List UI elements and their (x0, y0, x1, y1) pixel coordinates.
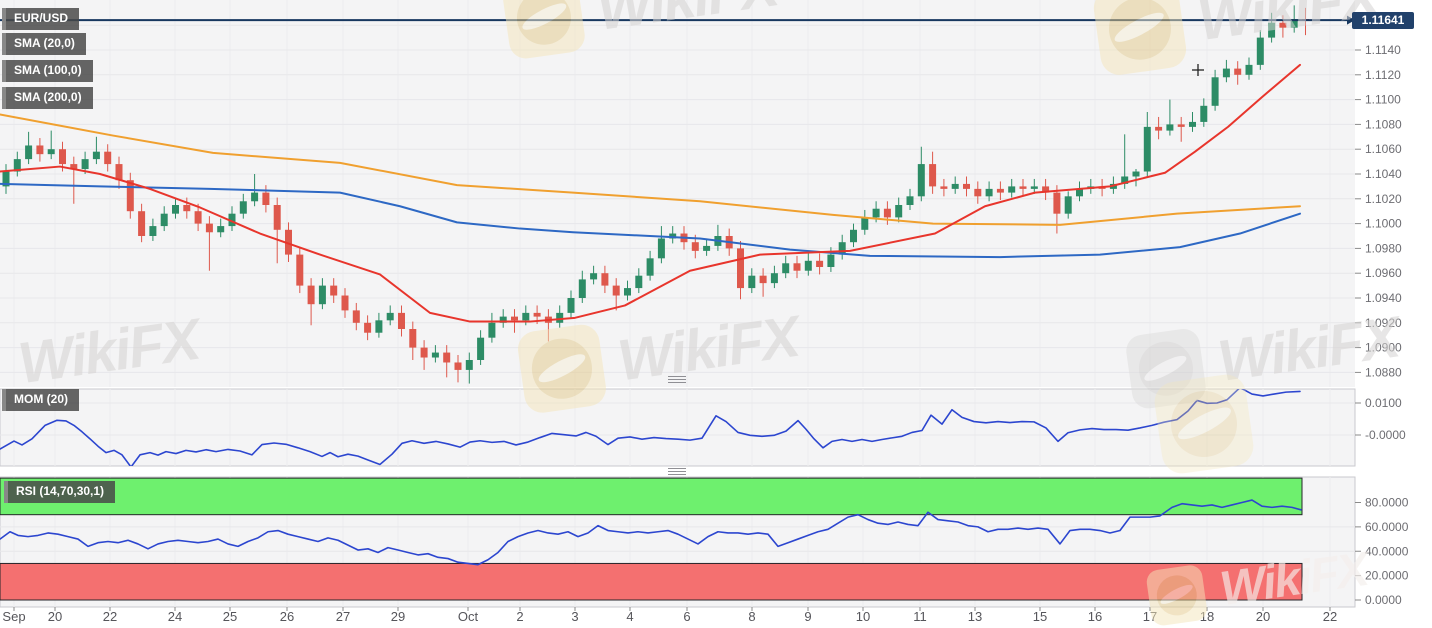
rsi-badge[interactable]: RSI (14,70,30,1) (4, 481, 116, 503)
svg-text:10: 10 (856, 609, 870, 624)
sma100-badge[interactable]: SMA (100,0) (2, 60, 93, 82)
svg-text:29: 29 (391, 609, 405, 624)
svg-text:22: 22 (103, 609, 117, 624)
svg-text:1.1060: 1.1060 (1365, 142, 1402, 156)
sma20-badge[interactable]: SMA (20,0) (2, 33, 86, 55)
svg-text:1.0880: 1.0880 (1365, 365, 1402, 379)
current-price-badge: 1.11641 (1352, 12, 1414, 29)
mom-badge[interactable]: MOM (20) (2, 389, 79, 411)
svg-text:1.1000: 1.1000 (1365, 217, 1402, 231)
mom-label: MOM (20) (14, 392, 68, 406)
svg-text:20: 20 (48, 609, 62, 624)
svg-text:27: 27 (336, 609, 350, 624)
svg-text:60.0000: 60.0000 (1365, 520, 1409, 534)
svg-text:20: 20 (1256, 609, 1270, 624)
svg-text:17: 17 (1143, 609, 1157, 624)
symbol-badge[interactable]: EUR/USD (2, 8, 80, 30)
svg-text:22: 22 (1323, 609, 1337, 624)
svg-text:Sep: Sep (2, 609, 25, 624)
svg-text:1.1020: 1.1020 (1365, 192, 1402, 206)
svg-text:80.0000: 80.0000 (1365, 496, 1409, 510)
svg-text:15: 15 (1033, 609, 1047, 624)
panel-resize-handle-mom[interactable] (668, 376, 686, 383)
svg-text:16: 16 (1088, 609, 1102, 624)
symbol-label: EUR/USD (14, 11, 69, 25)
svg-text:18: 18 (1200, 609, 1214, 624)
sma200-badge[interactable]: SMA (200,0) (2, 87, 93, 109)
svg-text:40.0000: 40.0000 (1365, 544, 1409, 558)
svg-text:11: 11 (913, 609, 927, 624)
svg-text:20.0000: 20.0000 (1365, 569, 1409, 583)
sma200-label: SMA (200,0) (14, 90, 82, 104)
svg-text:8: 8 (748, 609, 755, 624)
svg-text:9: 9 (804, 609, 811, 624)
svg-text:-0.0000: -0.0000 (1365, 428, 1406, 442)
svg-text:2: 2 (516, 609, 523, 624)
rsi-label: RSI (14,70,30,1) (16, 484, 105, 498)
svg-text:4: 4 (626, 609, 633, 624)
svg-text:6: 6 (683, 609, 690, 624)
sma20-label: SMA (20,0) (14, 36, 75, 50)
svg-text:1.1040: 1.1040 (1365, 167, 1402, 181)
svg-text:1.1120: 1.1120 (1365, 68, 1401, 82)
svg-text:1.0940: 1.0940 (1365, 291, 1402, 305)
svg-text:1.0980: 1.0980 (1365, 241, 1402, 255)
svg-text:13: 13 (968, 609, 982, 624)
svg-text:26: 26 (280, 609, 294, 624)
svg-text:0.0100: 0.0100 (1365, 396, 1402, 410)
panel-resize-handle-rsi[interactable] (668, 468, 686, 475)
svg-text:1.0960: 1.0960 (1365, 266, 1402, 280)
svg-text:1.0920: 1.0920 (1365, 316, 1402, 330)
svg-text:1.0900: 1.0900 (1365, 341, 1402, 355)
svg-text:0.0000: 0.0000 (1365, 593, 1402, 607)
svg-text:25: 25 (223, 609, 237, 624)
svg-text:3: 3 (571, 609, 578, 624)
svg-text:1.1080: 1.1080 (1365, 117, 1402, 131)
svg-text:Oct: Oct (458, 609, 479, 624)
svg-text:24: 24 (168, 609, 182, 624)
svg-text:1.1140: 1.1140 (1365, 43, 1401, 57)
svg-text:1.1100: 1.1100 (1365, 93, 1401, 107)
sma100-label: SMA (100,0) (14, 63, 82, 77)
